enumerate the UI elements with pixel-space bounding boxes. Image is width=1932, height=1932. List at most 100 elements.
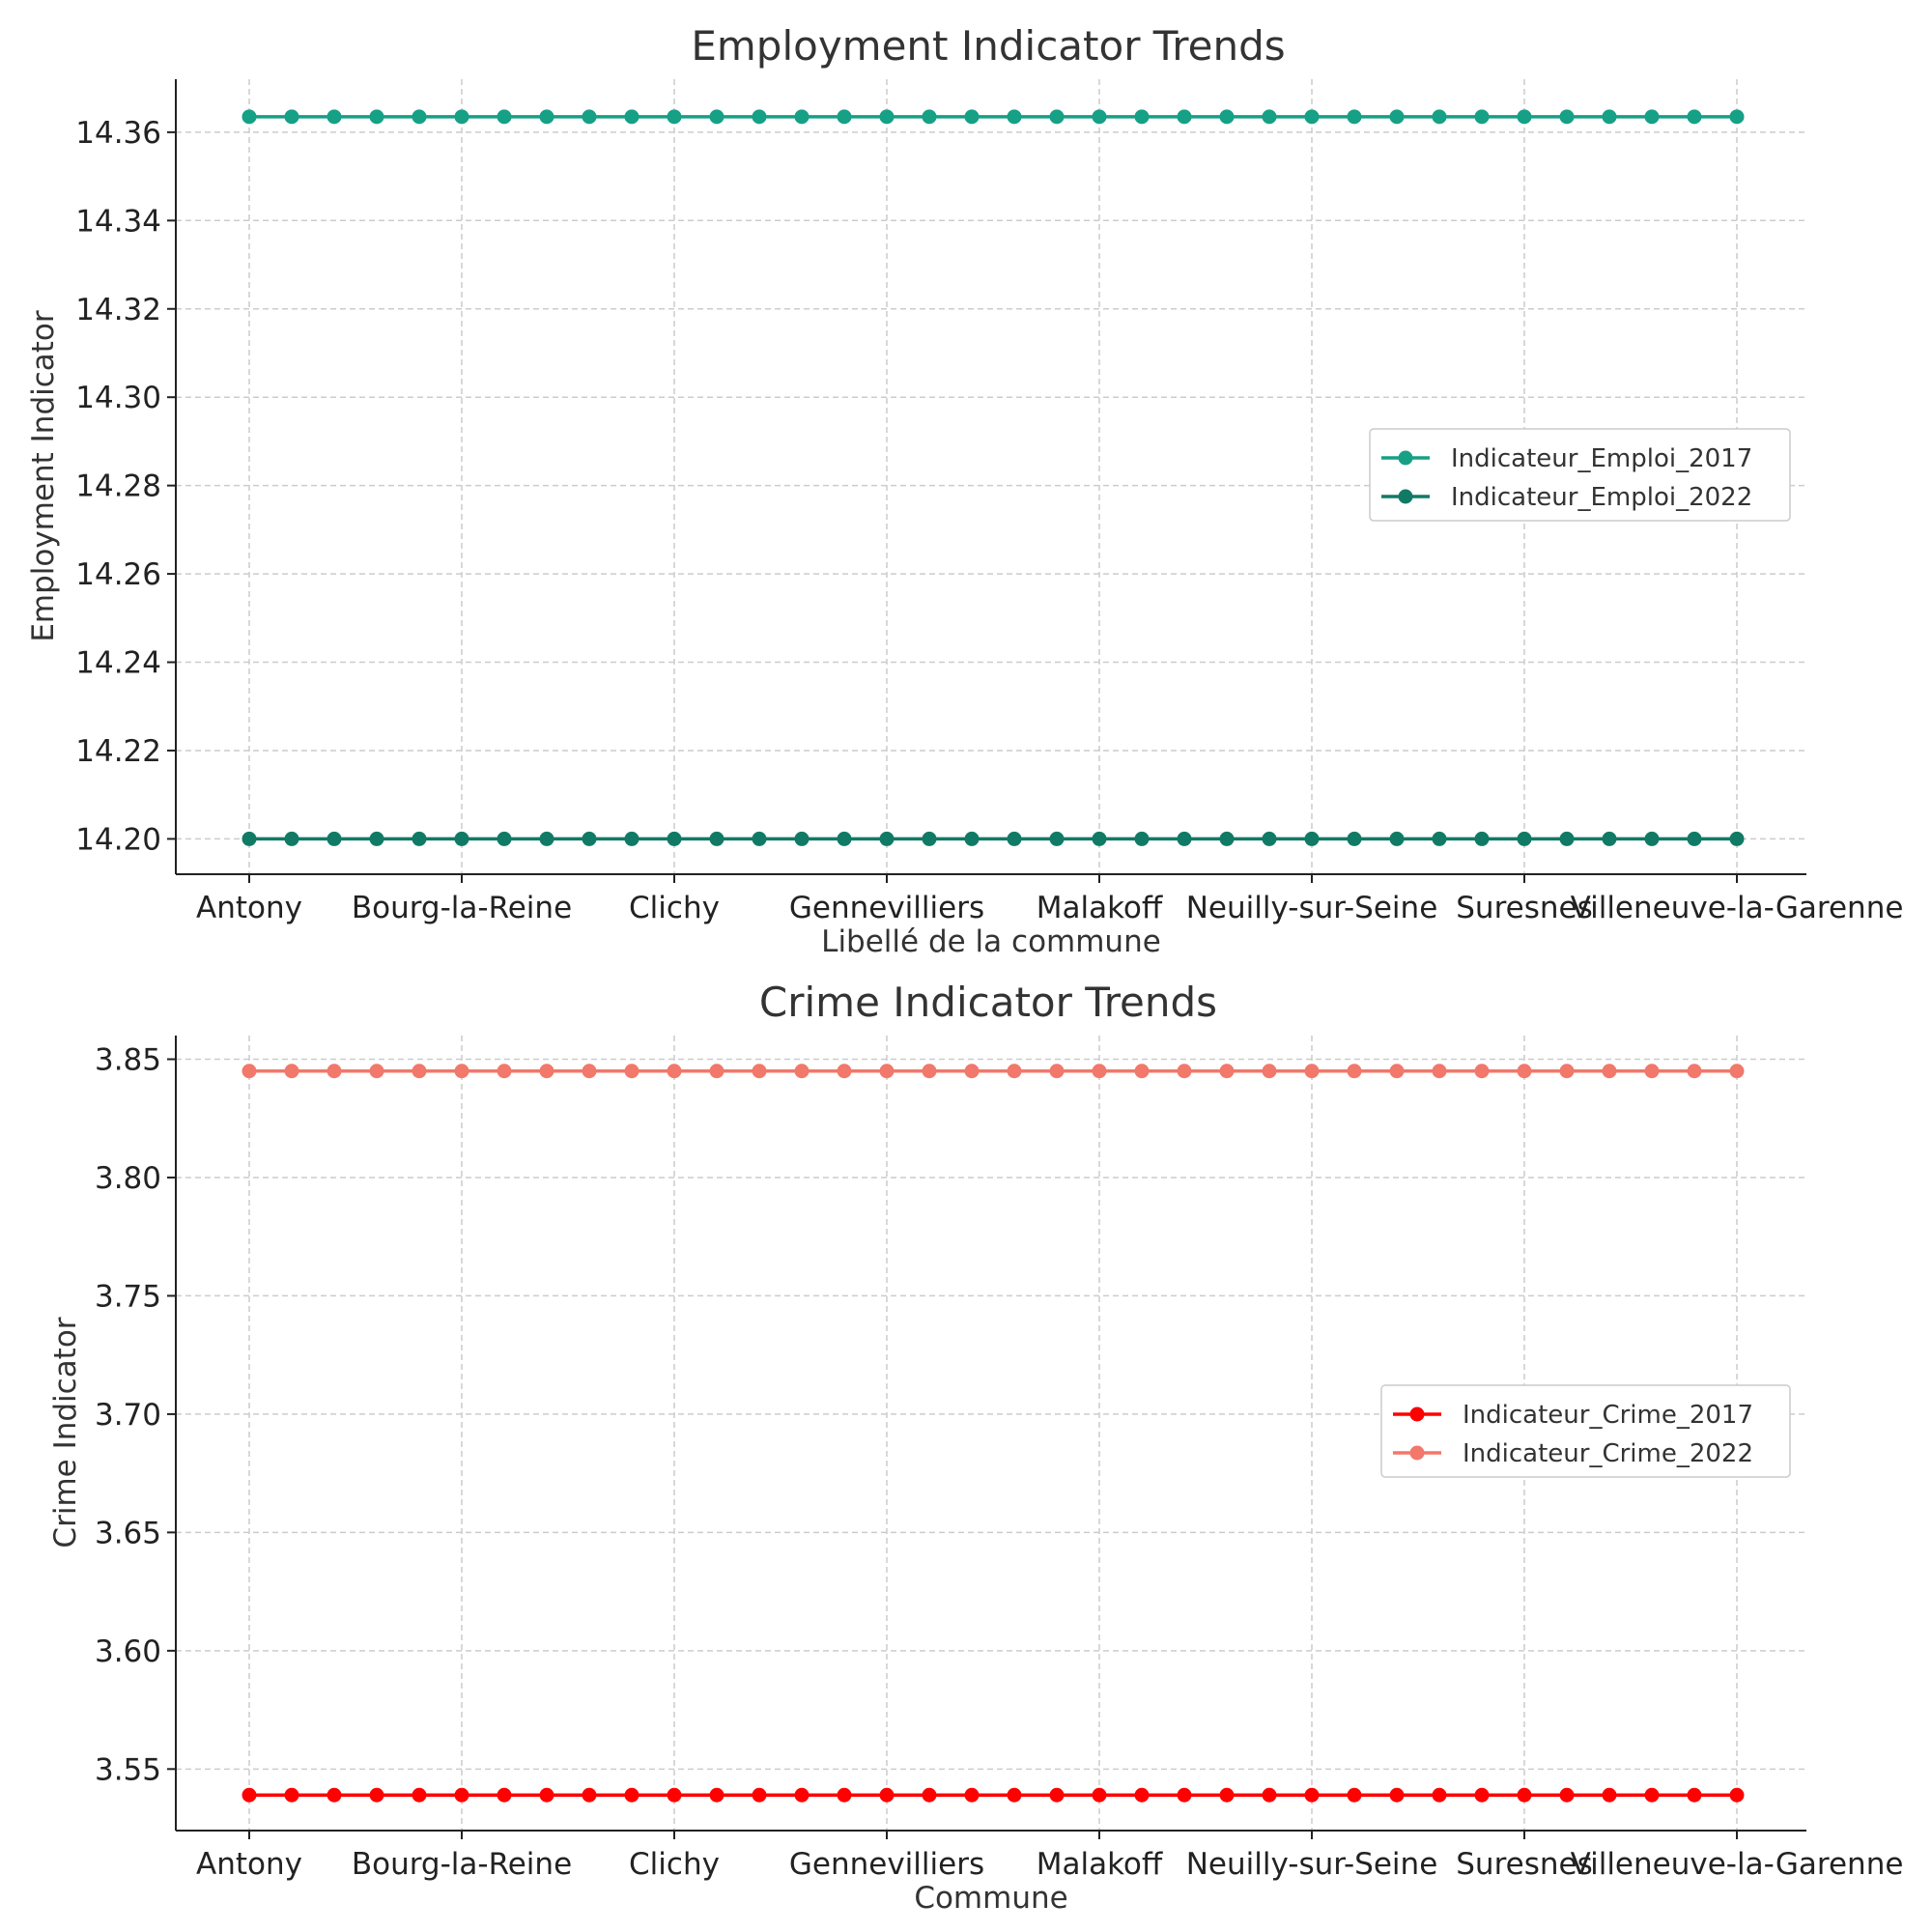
employment-data-point: [1432, 831, 1447, 846]
crime-data-point: [497, 1064, 512, 1079]
crime-data-point: [327, 1787, 342, 1803]
crime-data-point: [1007, 1064, 1022, 1079]
crime-y-tick-label: 3.55: [95, 1752, 161, 1787]
employment-data-point: [1602, 831, 1617, 846]
employment-data-point: [794, 109, 810, 125]
crime-data-point: [1134, 1064, 1150, 1079]
crime-y-tick-label: 3.85: [95, 1042, 161, 1077]
crime-data-point: [1092, 1064, 1107, 1079]
employment-data-point: [412, 109, 427, 125]
employment-data-point: [1219, 109, 1235, 125]
crime-data-point: [412, 1787, 427, 1803]
employment-data-point: [1602, 109, 1617, 125]
employment-data-point: [667, 831, 682, 846]
crime-legend-marker: [1409, 1406, 1425, 1422]
crime-x-tick-label: Clichy: [629, 1847, 720, 1882]
crime-data-point: [582, 1064, 597, 1079]
crime-data-point: [1049, 1787, 1065, 1803]
crime-data-point: [1602, 1064, 1617, 1079]
crime-data-point: [709, 1787, 724, 1803]
employment-legend-entries: Indicateur_Emploi_2017 Indicateur_Emploi_…: [1381, 444, 1752, 512]
employment-data-point: [497, 831, 512, 846]
crime-x-tick-label: Bourg-la-Reine: [352, 1847, 572, 1882]
employment-data-point: [1092, 109, 1107, 125]
crime-chart-title: Crime Indicator Trends: [759, 979, 1217, 1026]
crime-data-point: [369, 1064, 384, 1079]
employment-chart-title: Employment Indicator Trends: [691, 22, 1285, 70]
crime-x-tick-label: Malakoff: [1037, 1847, 1163, 1882]
employment-data-point: [1007, 109, 1022, 125]
employment-y-tick-label: 14.32: [75, 293, 161, 327]
crime-data-point: [1347, 1787, 1362, 1803]
crime-data-point: [1219, 1787, 1235, 1803]
crime-data-point: [964, 1787, 980, 1803]
crime-data-point: [624, 1787, 639, 1803]
employment-data-point: [1644, 831, 1660, 846]
crime-data-point: [369, 1787, 384, 1803]
employment-data-point: [1389, 831, 1405, 846]
crime-legend: Indicateur_Crime_2017 Indicateur_Crime_20…: [1380, 1384, 1791, 1478]
employment-y-tick-label: 14.24: [75, 646, 161, 681]
employment-legend-box: [1369, 428, 1791, 522]
employment-x-ticks: Antony Bourg-la-Reine Clichy Gennevilliers M…: [196, 874, 1903, 925]
employment-data-point: [1389, 109, 1405, 125]
crime-y-tick-label: 3.80: [95, 1161, 161, 1196]
employment-data-point: [497, 109, 512, 125]
employment-data-point: [624, 109, 639, 125]
employment-data-point: [1517, 831, 1532, 846]
crime-legend-entries: Indicateur_Crime_2017 Indicateur_Crime_20…: [1393, 1401, 1753, 1468]
employment-data-point: [1559, 831, 1575, 846]
employment-data-point: [1559, 109, 1575, 125]
employment-y-ticks: 14.20 14.22 14.24 14.26 14.28 14.30 14.32 14.34…: [75, 116, 176, 857]
employment-data-point: [709, 831, 724, 846]
employment-data-point: [794, 831, 810, 846]
employment-data-point: [1729, 831, 1745, 846]
employment-x-tick-label: Clichy: [629, 891, 720, 925]
crime-data-point: [1474, 1064, 1490, 1079]
employment-data-point: [1474, 109, 1490, 125]
crime-x-tick-label: Neuilly-sur-Seine: [1186, 1847, 1438, 1882]
employment-y-tick-label: 14.36: [75, 116, 161, 151]
employment-data-point: [327, 831, 342, 846]
crime-data-point: [327, 1064, 342, 1079]
crime-gridlines: [176, 1036, 1806, 1831]
crime-data-point: [1134, 1787, 1150, 1803]
crime-data-point: [1729, 1787, 1745, 1803]
employment-data-point: [454, 109, 469, 125]
crime-y-tick-label: 3.70: [95, 1398, 161, 1433]
employment-y-tick-label: 14.28: [75, 469, 161, 504]
crime-legend-label: Indicateur_Crime_2022: [1463, 1439, 1753, 1468]
employment-data-point: [454, 831, 469, 846]
crime-data-point: [1559, 1064, 1575, 1079]
employment-data-point: [1644, 109, 1660, 125]
employment-data-point: [369, 109, 384, 125]
employment-data-point: [369, 831, 384, 846]
crime-data-point: [1644, 1787, 1660, 1803]
crime-legend-marker: [1409, 1445, 1425, 1461]
employment-data-point: [1134, 831, 1150, 846]
crime-data-point: [1517, 1787, 1532, 1803]
employment-data-point: [752, 831, 767, 846]
crime-data-point: [667, 1787, 682, 1803]
employment-data-point: [1219, 831, 1235, 846]
employment-data-point: [667, 109, 682, 125]
crime-data-point: [837, 1064, 852, 1079]
crime-chart-panel: Crime Indicator Trends 3.553.603.653.703…: [48, 979, 1903, 1916]
crime-data-point: [1559, 1787, 1575, 1803]
employment-data-point: [837, 831, 852, 846]
crime-y-tick-label: 3.65: [95, 1516, 161, 1550]
crime-data-point: [1049, 1064, 1065, 1079]
employment-data-point: [1177, 831, 1192, 846]
crime-data-point: [879, 1064, 895, 1079]
employment-data-point: [242, 831, 257, 846]
crime-y-ticks: 3.55 3.60 3.65 3.70 3.75 3.80 3.85: [95, 1042, 176, 1787]
crime-legend-box: [1380, 1384, 1791, 1478]
crime-data-point: [709, 1064, 724, 1079]
employment-data-point: [412, 831, 427, 846]
employment-data-point: [1347, 109, 1362, 125]
crime-data-point: [794, 1787, 810, 1803]
employment-data-point: [1347, 831, 1362, 846]
crime-data-point: [752, 1787, 767, 1803]
crime-data-point: [454, 1787, 469, 1803]
